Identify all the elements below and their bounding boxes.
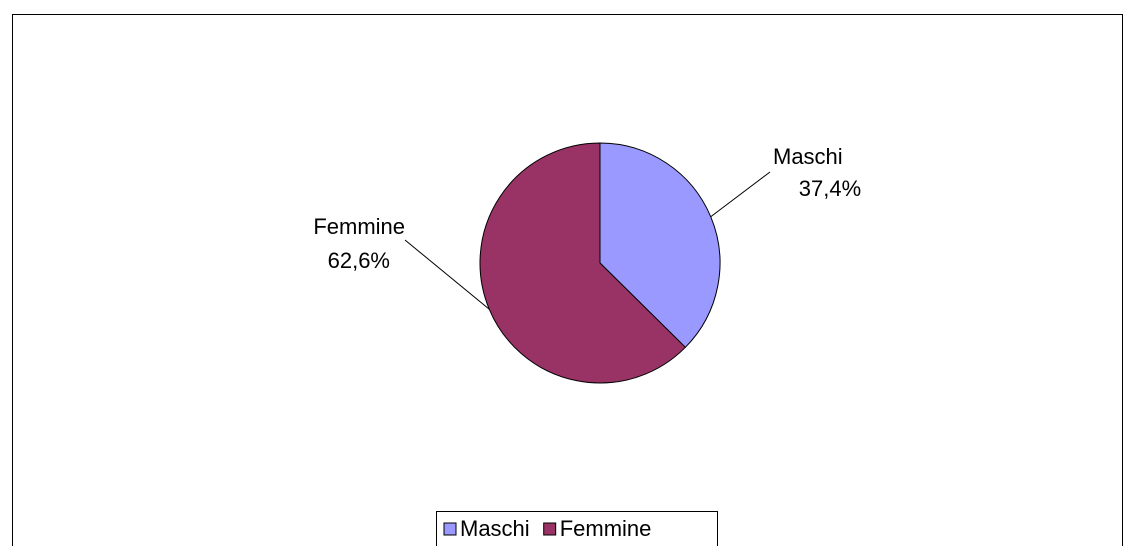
legend-swatch: [443, 522, 457, 536]
slice-value-label: 62,6%: [328, 248, 390, 273]
legend-swatch: [543, 522, 557, 536]
pie-slice: [599, 142, 721, 349]
leader-line: [710, 171, 771, 218]
slice-name: Maschi: [773, 144, 843, 169]
legend-label: Femmine: [560, 516, 652, 541]
legend-box: [436, 511, 718, 546]
slice-name: Femmine: [313, 214, 405, 239]
leader-line: [404, 239, 490, 310]
legend-label: Maschi: [460, 516, 530, 541]
slice-value-label: 37,4%: [799, 176, 861, 201]
